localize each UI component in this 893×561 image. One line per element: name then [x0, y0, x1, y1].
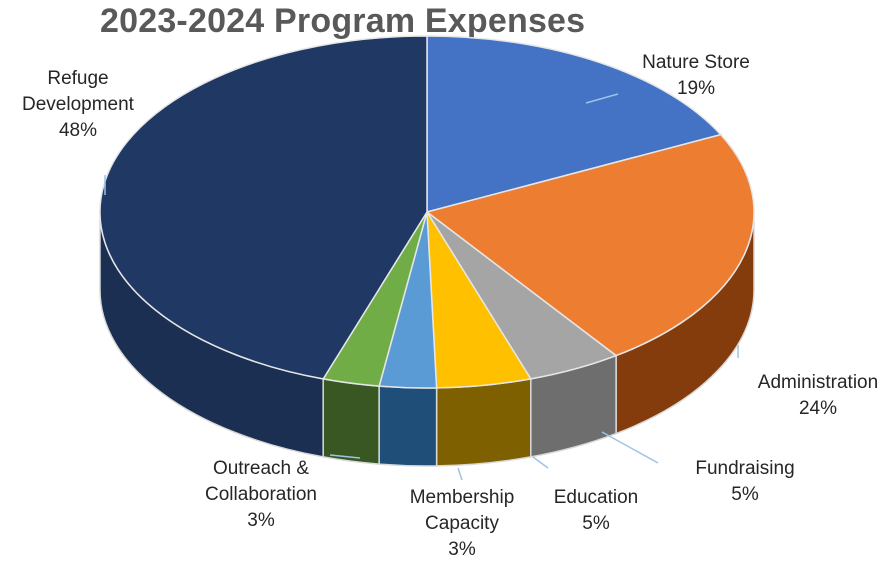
data-label-category: Nature Store	[642, 52, 750, 73]
data-label-category: Outreach &	[213, 458, 309, 479]
data-labels: Nature Store 19% Administration 24% Fundrais…	[22, 52, 878, 560]
pie-slice	[425, 133, 755, 357]
leader-line	[601, 431, 659, 464]
data-label-value: 5%	[582, 513, 610, 534]
data-label: Fundraising 5%	[695, 458, 794, 505]
pie-slice-side	[435, 378, 532, 467]
leader-line	[532, 456, 549, 469]
data-label-category: Fundraising	[695, 458, 794, 479]
data-label: Nature Store 19%	[642, 52, 750, 99]
data-label-value: 48%	[59, 120, 97, 141]
data-label: Education 5%	[554, 487, 639, 534]
chart-title: 2023-2024 Program Expenses	[100, 2, 586, 40]
data-label-category: Membership	[410, 487, 515, 508]
leader-line	[585, 93, 619, 104]
data-label: Membership Capacity 3%	[410, 487, 515, 560]
pie-slice-side	[322, 378, 380, 465]
leader-lines	[104, 93, 739, 481]
pie-slice-side	[378, 385, 438, 467]
data-label-value: 5%	[731, 484, 759, 505]
data-label-category: Collaboration	[205, 484, 317, 505]
data-label-value: 19%	[677, 78, 715, 99]
data-label-category: Refuge	[47, 68, 108, 89]
leader-line	[457, 467, 463, 481]
data-label-value: 24%	[799, 398, 837, 419]
pie-slice	[426, 35, 723, 213]
pie-top	[99, 35, 755, 389]
data-label-category: Administration	[758, 372, 878, 393]
data-label-value: 3%	[247, 510, 275, 531]
data-label: Outreach & Collaboration 3%	[205, 458, 317, 531]
data-label-category: Development	[22, 94, 135, 115]
data-label-category: Capacity	[425, 513, 499, 534]
data-label: Administration 24%	[758, 372, 878, 419]
data-label-category: Education	[554, 487, 639, 508]
data-label-value: 3%	[448, 539, 476, 560]
data-label: Refuge Development 48%	[22, 68, 135, 141]
leader-line	[329, 454, 361, 459]
